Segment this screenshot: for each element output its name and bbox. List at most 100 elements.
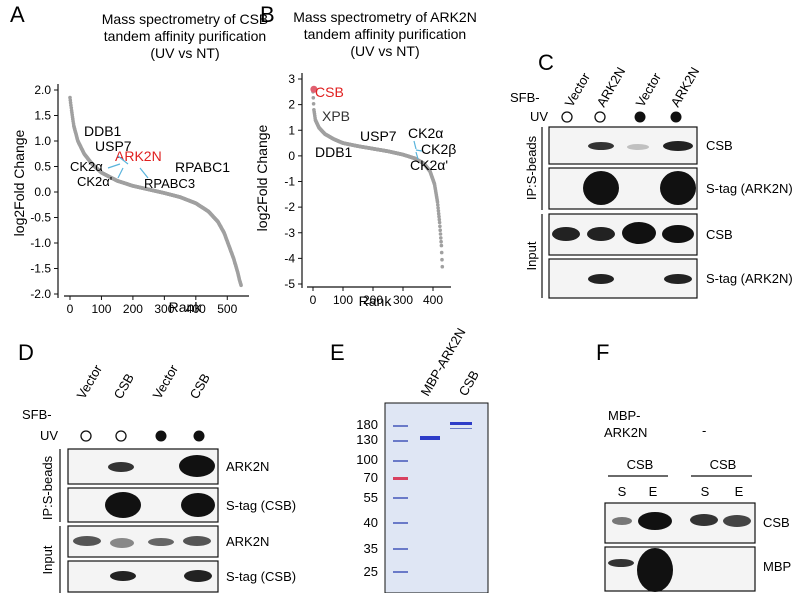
panel-b: B Mass spectrometry of ARK2N tandem affi… [254,2,477,309]
x-tick-label: 100 [333,293,353,307]
lane-d-4: CSB [187,371,213,402]
gel-band-csb [450,422,472,425]
panel-a-title-line-2: tandem affinity purification [104,28,266,44]
y-tick-label: -0.5 [30,211,51,225]
panel-a-annot-ck2a-prime: CK2α' [77,174,112,189]
data-point [438,224,442,229]
band [660,171,696,205]
data-point [436,203,440,207]
band [638,512,672,530]
band [552,227,580,241]
panel-b-annot-ddb1: DDB1 [315,144,353,160]
band [108,462,134,472]
x-tick-label: 300 [154,302,174,316]
ladder-band [393,497,408,499]
panel-c: C Vector ARK2N Vector ARK2N SFB- UV IP:S… [510,50,793,299]
panel-c-label: C [538,50,554,75]
ladder-band [393,440,408,442]
band [608,559,634,567]
panel-b-title-line-2: tandem affinity purification [304,26,466,42]
band [148,538,174,546]
highlight-point [310,85,318,93]
band [664,274,692,284]
lane-label-s: S [618,484,627,499]
panel-a-xlabel: Rank [169,299,203,315]
y-tick-label: -5 [284,277,295,291]
x-tick-label: 200 [363,293,383,307]
lane-d-1: Vector [74,362,106,402]
band [663,141,693,151]
band [662,225,694,243]
group-label-input-c: Input [524,241,539,270]
data-point [435,200,440,204]
panel-a-annot-usp7: USP7 [95,138,132,154]
data-point [311,102,316,106]
panel-b-title-line-3: (UV vs NT) [350,43,419,59]
ladder-band [393,460,408,462]
band [637,548,673,592]
x-tick-label: 0 [310,293,317,307]
marker-label: 100 [356,452,378,467]
data-point [69,106,74,110]
data-point [440,257,444,262]
ladder-band [393,548,408,550]
data-point [436,206,440,210]
panel-b-xlabel: Rank [359,293,393,309]
band [110,538,134,548]
x-tick-label: 400 [186,302,206,316]
uv-off-icon [80,430,92,442]
band [184,570,212,582]
panel-f-dash: - [702,423,706,438]
data-point [68,98,73,102]
y-tick-label: -1.0 [30,236,51,250]
panel-b-annot-ck2a: CK2α [408,125,443,141]
y-tick-label: 0.5 [34,160,51,174]
band [690,514,718,526]
band [588,274,614,284]
group-label-ip-c: IP:S-beads [524,135,539,200]
y-tick-label: 0.0 [34,185,51,199]
uv-on-icon [155,430,167,442]
lane-c-3: Vector [633,70,665,110]
blot-label-d-2: S-tag (CSB) [226,498,296,513]
panel-b-annot-csb: CSB [315,84,344,100]
ladder-band [393,522,408,524]
x-tick-label: 100 [91,302,111,316]
panel-f-header-line-1: MBP- [608,408,641,423]
panel-a-annot-ck2a: CK2α [70,159,103,174]
x-tick-label: 0 [67,302,74,316]
panel-f: F MBP- ARK2N - CSB CSB S E S E CSB MBP [596,340,791,592]
data-point [239,283,243,288]
data-points [68,95,243,288]
data-point [439,236,443,240]
y-tick-label: 1 [288,123,295,137]
arrow-usp7 [117,155,129,165]
band [181,493,215,517]
band [587,227,615,241]
band [612,517,632,525]
lane-c-1: Vector [562,70,594,110]
panel-e-label: E [330,340,345,365]
ladder-band [393,477,408,480]
panel-a-label: A [10,2,25,27]
y-tick-label: -1 [284,175,295,189]
data-point [439,243,444,248]
gel-band-mbp-ark2n [420,436,440,440]
blot-label-d-1: ARK2N [226,459,269,474]
band [105,492,141,518]
marker-label: 55 [364,490,378,505]
lane-e-2: CSB [456,368,482,399]
blot-label-c-2: S-tag (ARK2N) [706,181,793,196]
lane-d-3: Vector [150,362,182,402]
panel-a: A Mass spectrometry of CSB tandem affini… [10,2,268,316]
panel-b-title-line-1: Mass spectrometry of ARK2N [293,9,477,25]
y-tick-label: 2.0 [34,83,51,97]
blot-label-d-4: S-tag (CSB) [226,569,296,584]
panel-b-chart: 3 2 1 0 -1 -2 -3 -4 -5 0 100 200 300 400 [284,72,451,307]
panel-f-label: F [596,340,609,365]
band [723,515,751,527]
row-label-sfb-d: SFB- [22,407,52,422]
x-tick-label: 500 [217,302,237,316]
uv-off-icon [561,111,573,123]
